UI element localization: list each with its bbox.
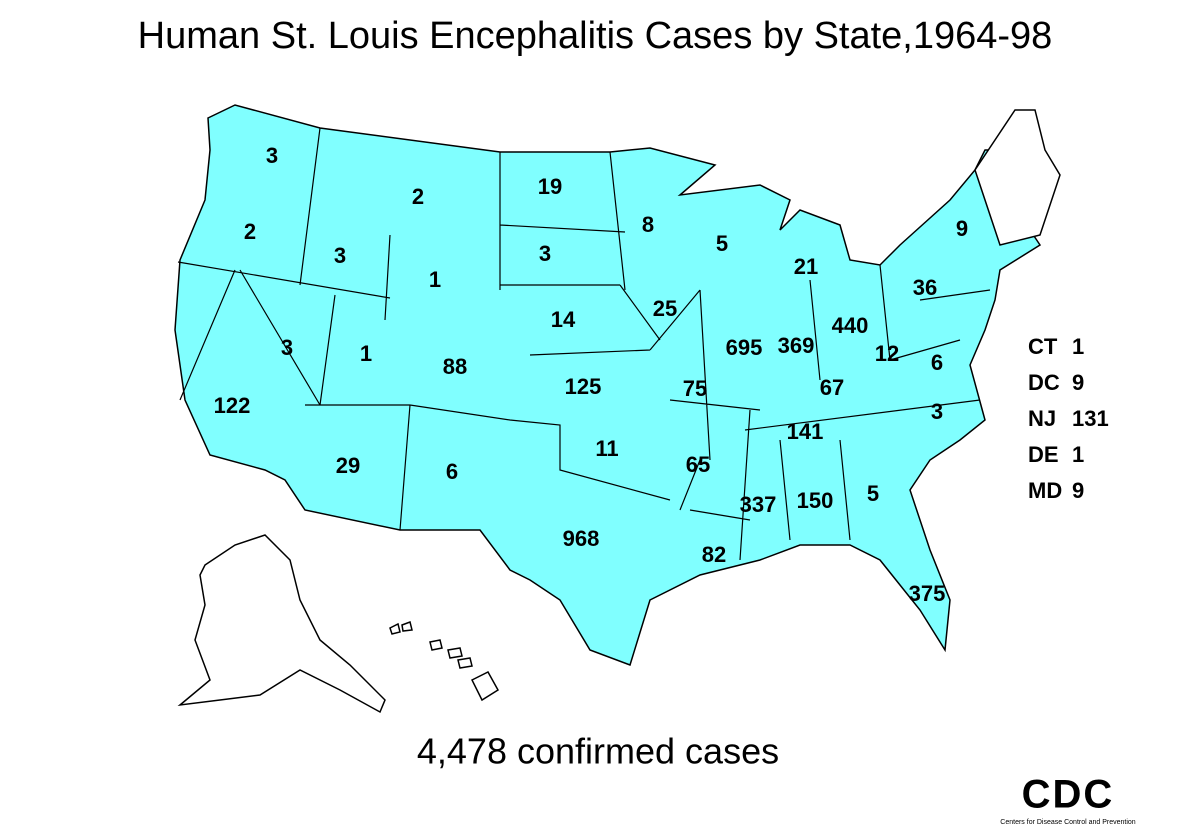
state-case-count: 19 [538, 174, 562, 199]
legend-state: MD [1028, 478, 1062, 503]
state-case-count: 88 [443, 354, 467, 379]
legend-cases: 9 [1072, 478, 1084, 503]
title: Human St. Louis Encephalitis Cases by St… [138, 15, 1053, 57]
hawaii [389, 621, 500, 702]
footer: 4,478 confirmed cases [417, 731, 779, 772]
state-borders [177, 127, 991, 561]
state-case-count: 369 [778, 333, 815, 358]
legend-cases: 131 [1072, 406, 1109, 431]
legend-state: NJ [1028, 406, 1056, 431]
state-case-count: 3 [539, 241, 551, 266]
state-case-count: 67 [820, 375, 844, 400]
state-case-count: 141 [787, 419, 824, 444]
state-case-count: 12 [875, 341, 899, 366]
state-case-count: 9 [956, 216, 968, 241]
state-case-count: 21 [794, 254, 818, 279]
state-case-count: 6 [446, 459, 458, 484]
state-case-count: 75 [683, 376, 707, 401]
state-case-count: 337 [740, 492, 777, 517]
state-case-count: 82 [702, 542, 726, 567]
legend-state: DC [1028, 370, 1060, 395]
legend-cases: 1 [1072, 334, 1084, 359]
alaska [177, 534, 386, 714]
state-case-count: 440 [832, 313, 869, 338]
state-case-count: 3 [931, 399, 943, 424]
state-case-count: 1 [429, 267, 441, 292]
state-case-count: 36 [913, 275, 937, 300]
state-case-count: 25 [653, 296, 677, 321]
side-legend: CT 1 DC 9 NJ 131 DE 1 MD 9 [1028, 334, 1109, 503]
state-case-count: 695 [726, 335, 763, 360]
state-case-count: 122 [214, 393, 251, 418]
state-case-count: 968 [563, 526, 600, 551]
state-case-count: 150 [797, 488, 834, 513]
state-case-count: 2 [412, 184, 424, 209]
state-case-count: 125 [565, 374, 602, 399]
state-case-count: 8 [642, 212, 654, 237]
state-case-count: 1 [360, 341, 372, 366]
new-england [974, 109, 1061, 246]
legend-state: CT [1028, 334, 1058, 359]
state-case-count: 29 [336, 453, 360, 478]
logo-subtext: Centers for Disease Control and Preventi… [1000, 819, 1136, 826]
state-case-count: 5 [716, 231, 728, 256]
state-case-count: 3 [266, 143, 278, 168]
state-case-count: 375 [909, 581, 946, 606]
state-case-count: 6 [931, 350, 943, 375]
logo: CDC [1022, 773, 1115, 817]
legend-state: DE [1028, 442, 1059, 467]
state-case-count: 11 [595, 436, 618, 461]
legend-cases: 1 [1072, 442, 1084, 467]
state-case-count: 5 [867, 481, 879, 506]
legend-cases: 9 [1072, 370, 1084, 395]
state-case-count: 3 [281, 335, 293, 360]
state-case-count: 2 [244, 219, 256, 244]
state-case-count: 3 [334, 243, 346, 268]
state-case-count: 65 [686, 452, 710, 477]
contiguous-us [174, 104, 1042, 666]
state-case-count: 14 [551, 307, 576, 332]
